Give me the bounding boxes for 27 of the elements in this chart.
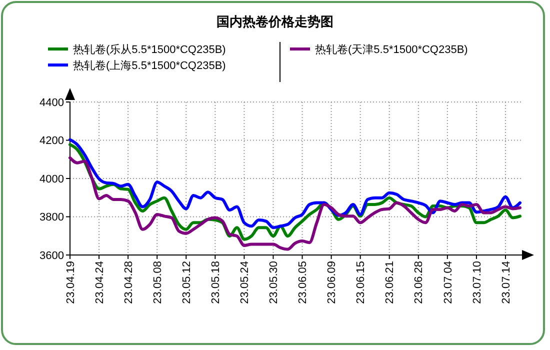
x-tick-label: 23.05.08: [152, 261, 164, 304]
x-tick-label: 23.04.24: [94, 261, 106, 304]
x-tick-label: 23.05.30: [268, 261, 280, 304]
x-tick-label: 23.04.28: [122, 261, 135, 304]
chart-title: 国内热卷价格走势图: [216, 14, 334, 29]
x-tick-label: 23.06.09: [326, 261, 338, 304]
y-tick-label: 4400: [40, 96, 64, 109]
x-tick-label: 23.07.14: [500, 261, 512, 304]
line-series: [68, 138, 522, 230]
x-tick-label: 23.06.28: [413, 261, 426, 304]
y-tick-label: 3800: [40, 212, 64, 224]
legend-label: 热轧卷(上海5.5*1500*CQ235B): [73, 59, 226, 72]
x-tick-label: 23.04.19: [64, 261, 77, 304]
y-tick-label: 4200: [40, 135, 64, 148]
line-series: [68, 156, 522, 251]
y-tick-label: 4000: [40, 173, 64, 186]
legend-label: 热轧卷(乐从5.5*1500*CQ235B): [73, 43, 226, 56]
x-tick-label: 23.06.15: [355, 261, 368, 304]
x-tick-label: 23.06.05: [297, 261, 310, 304]
x-tick-label: 23.05.12: [180, 261, 193, 304]
x-tick-label: 23.07.10: [471, 261, 484, 304]
legend-label: 热轧卷(天津5.5*1500*CQ235B): [315, 43, 468, 56]
x-tick-label: 23.05.18: [210, 261, 222, 304]
y-tick-label: 3600: [40, 250, 64, 262]
x-tick-label: 23.05.24: [239, 261, 252, 304]
x-tick-label: 23.06.21: [384, 261, 396, 304]
x-tick-label: 23.07.04: [442, 261, 454, 304]
